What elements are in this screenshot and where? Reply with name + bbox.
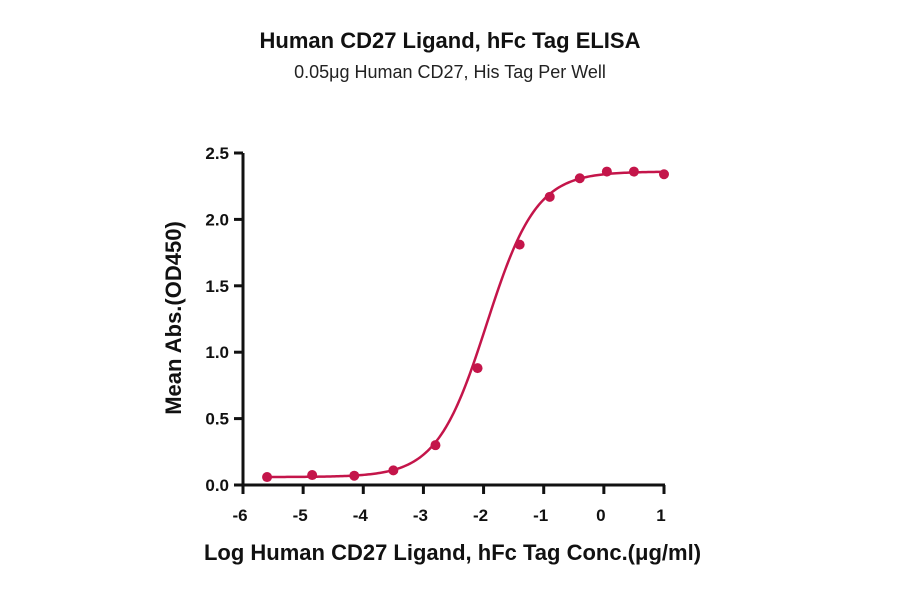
y-tick-label: 0.0: [205, 476, 229, 495]
data-point: [349, 470, 360, 481]
x-tick-label: 0: [596, 506, 605, 525]
y-axis-label: Mean Abs.(OD450): [161, 221, 186, 415]
y-tick-label: 0.5: [205, 410, 229, 429]
x-tick-label: -2: [473, 506, 488, 525]
data-point: [601, 166, 612, 177]
data-point: [544, 191, 555, 202]
data-point: [659, 169, 669, 180]
data-point: [388, 465, 399, 476]
chart-title: Human CD27 Ligand, hFc Tag ELISA: [259, 28, 641, 53]
data-point: [514, 239, 525, 250]
x-tick-label: -1: [533, 506, 548, 525]
y-tick-label: 1.0: [205, 343, 229, 362]
fit-curve: [267, 170, 665, 479]
y-tick-label: 2.0: [205, 210, 229, 229]
x-tick-label: -4: [353, 506, 369, 525]
data-point: [574, 173, 585, 184]
x-tick-label: -3: [413, 506, 428, 525]
y-tick-label: 2.5: [205, 144, 229, 163]
y-tick-label: 1.5: [205, 277, 229, 296]
x-tick-label: -5: [293, 506, 308, 525]
data-point: [472, 363, 483, 374]
data-point: [262, 472, 273, 483]
x-axis-label: Log Human CD27 Ligand, hFc Tag Conc.(μg/…: [203, 540, 702, 565]
chart-subtitle: 0.05μg Human CD27, His Tag Per Well: [294, 62, 606, 82]
x-tick-label: 1: [656, 506, 665, 525]
x-tick-label: -6: [232, 506, 247, 525]
data-point: [430, 440, 441, 451]
data-point: [307, 470, 318, 481]
data-point: [628, 166, 639, 177]
